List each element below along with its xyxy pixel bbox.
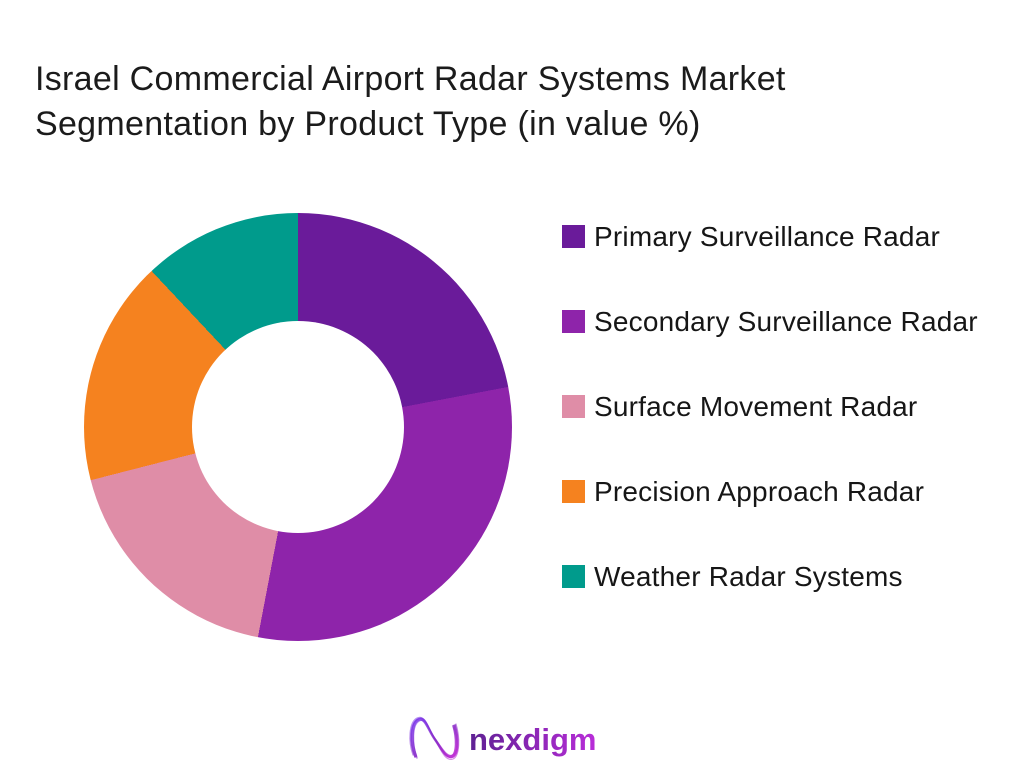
brand-footer: nexdigm xyxy=(0,708,1024,768)
legend-item: Weather Radar Systems xyxy=(562,560,978,593)
legend-label: Primary Surveillance Radar xyxy=(594,220,940,252)
nexdigm-wordmark: nexdigm xyxy=(469,722,596,757)
chart-title: Israel Commercial Airport Radar Systems … xyxy=(35,57,786,147)
donut-chart xyxy=(84,213,512,641)
legend-swatch xyxy=(562,480,585,503)
legend-label: Secondary Surveillance Radar xyxy=(594,305,978,337)
legend-label: Weather Radar Systems xyxy=(594,560,903,592)
chart-title-line2: Segmentation by Product Type (in value %… xyxy=(35,105,701,143)
legend-swatch xyxy=(562,225,585,248)
nexdigm-wave-n-icon xyxy=(409,716,460,760)
legend-item: Primary Surveillance Radar xyxy=(562,220,978,253)
nexdigm-logo: nexdigm xyxy=(409,716,596,760)
chart-title-line1: Israel Commercial Airport Radar Systems … xyxy=(35,60,786,98)
legend-swatch xyxy=(562,565,585,588)
legend-item: Secondary Surveillance Radar xyxy=(562,305,978,338)
legend-label: Surface Movement Radar xyxy=(594,390,918,422)
legend-swatch xyxy=(562,310,585,333)
chart-legend: Primary Surveillance Radar Secondary Surv… xyxy=(562,220,978,593)
donut-hole xyxy=(192,321,404,533)
legend-label: Precision Approach Radar xyxy=(594,475,925,507)
legend-item: Precision Approach Radar xyxy=(562,475,978,508)
legend-item: Surface Movement Radar xyxy=(562,390,978,423)
legend-swatch xyxy=(562,395,585,418)
